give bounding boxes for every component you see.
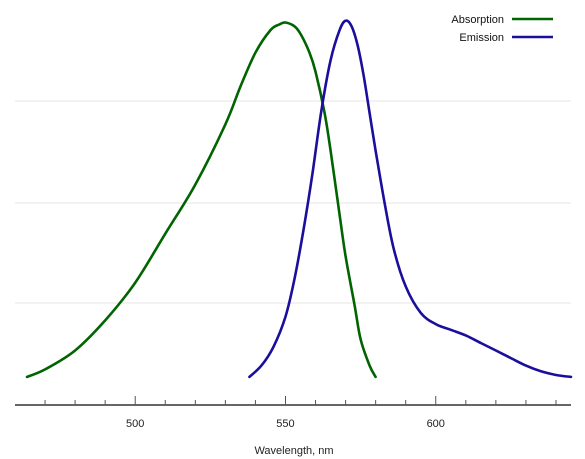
- x-tick-label-600: 600: [427, 418, 445, 430]
- series-line-absorption: [25, 21, 377, 379]
- legend-label-emission: Emission: [459, 32, 504, 44]
- legend-label-absorption: Absorption: [451, 14, 504, 26]
- plot-area: [25, 19, 573, 379]
- x-tick-label-550: 550: [276, 418, 294, 430]
- x-axis: 500 550 600 Wavelength, nm: [15, 396, 571, 457]
- series-line-emission: [248, 19, 573, 379]
- x-axis-title: Wavelength, nm: [254, 445, 333, 457]
- x-tick-label-500: 500: [126, 418, 144, 430]
- legend: Absorption Emission: [451, 14, 553, 44]
- grid-lines: [15, 100, 571, 304]
